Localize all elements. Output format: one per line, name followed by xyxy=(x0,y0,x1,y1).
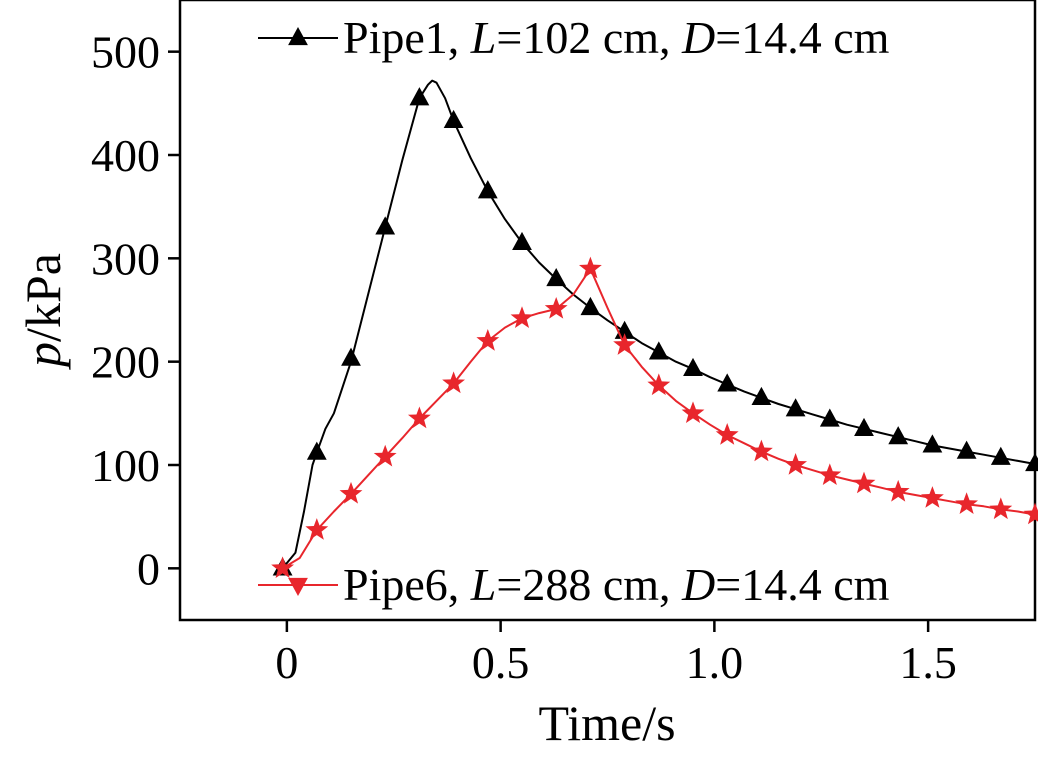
legend-label-part: L xyxy=(470,559,497,610)
y-axis-ticks: 0 100 200 300 400 500 xyxy=(91,27,180,594)
data-point-star xyxy=(715,423,739,445)
data-point-triangle xyxy=(888,426,909,445)
data-point-star xyxy=(373,444,397,467)
legend-label-part: Pipe1, xyxy=(343,12,471,63)
data-point-star xyxy=(305,518,329,540)
legend-label-part: =14.4 cm xyxy=(715,559,889,610)
data-point-star xyxy=(510,306,534,328)
y-axis-title-italic: p xyxy=(15,342,71,370)
data-point-star xyxy=(1023,502,1038,525)
data-point-star xyxy=(407,406,431,429)
legend-label-part: Pipe6, xyxy=(343,559,471,610)
data-point-triangle xyxy=(580,296,601,316)
plot-frame xyxy=(178,0,1037,622)
legend-label-part: =288 cm, xyxy=(496,559,682,610)
y-tick-label: 100 xyxy=(91,440,160,491)
data-point-star xyxy=(544,296,568,319)
data-point-triangle xyxy=(854,417,874,436)
data-point-triangle xyxy=(922,434,943,453)
x-tick-label: 1.5 xyxy=(899,637,957,688)
data-point-star xyxy=(920,486,944,508)
y-axis-title: p/kPa xyxy=(15,253,71,370)
data-point-star xyxy=(578,256,602,279)
data-point-star xyxy=(749,439,773,462)
data-point-star xyxy=(271,556,295,579)
data-point-star xyxy=(989,497,1013,520)
x-tick-label: 0.5 xyxy=(472,637,530,688)
y-tick-label: 300 xyxy=(91,233,160,284)
legend-label-part: D xyxy=(681,12,715,63)
data-point-star xyxy=(886,479,910,502)
legend-label-part: L xyxy=(470,12,497,63)
data-point-triangle xyxy=(375,216,396,235)
legend-marker-icon xyxy=(288,27,308,46)
data-point-triangle xyxy=(443,109,464,129)
data-point-star xyxy=(647,373,671,396)
y-axis-title-unit: /kPa xyxy=(15,253,71,342)
legend-label-part: =102 cm, xyxy=(496,12,682,63)
data-point-triangle xyxy=(717,373,738,392)
y-tick-label: 0 xyxy=(137,543,160,594)
data-point-triangle xyxy=(341,347,361,366)
data-point-triangle xyxy=(546,268,567,287)
data-point-triangle xyxy=(819,408,840,427)
series-layer xyxy=(271,79,1038,579)
data-point-star xyxy=(442,371,466,394)
series-line xyxy=(282,267,1036,570)
data-point-triangle xyxy=(990,446,1011,465)
data-point-star xyxy=(955,492,979,514)
data-point-triangle xyxy=(477,180,498,199)
x-tick-label: 0 xyxy=(275,637,298,688)
data-point-triangle xyxy=(409,87,430,106)
legend-label-part: =14.4 cm xyxy=(715,12,889,63)
data-point-triangle xyxy=(306,441,327,460)
data-point-star xyxy=(852,471,876,494)
series-1 xyxy=(272,79,1038,576)
y-tick-label: 500 xyxy=(91,27,160,78)
data-point-triangle xyxy=(785,398,806,417)
data-point-triangle xyxy=(648,341,669,360)
data-point-star xyxy=(476,329,500,351)
series-2 xyxy=(271,256,1038,579)
x-axis-title: Time/s xyxy=(538,695,675,751)
data-point-star xyxy=(818,463,842,486)
data-point-triangle xyxy=(683,357,703,377)
y-tick-label: 200 xyxy=(91,337,160,388)
x-tick-label: 1.0 xyxy=(686,637,744,688)
legend-label: Pipe6, L=288 cm, D=14.4 cm xyxy=(343,559,890,610)
legend-item-1: Pipe1, L=102 cm, D=14.4 cm xyxy=(258,12,890,63)
data-point-triangle xyxy=(1025,452,1038,472)
legend-item-2: Pipe6, L=288 cm, D=14.4 cm xyxy=(258,559,890,610)
data-point-star xyxy=(613,333,637,355)
data-point-star xyxy=(681,401,705,424)
legend-label: Pipe1, L=102 cm, D=14.4 cm xyxy=(343,12,890,63)
series-line xyxy=(281,79,1036,569)
data-point-triangle xyxy=(956,440,977,459)
y-tick-label: 400 xyxy=(91,130,160,181)
data-point-star xyxy=(784,453,808,475)
data-point-star xyxy=(339,481,363,504)
legend-marker-icon xyxy=(288,577,308,596)
data-point-triangle xyxy=(512,231,532,250)
data-point-triangle xyxy=(751,386,772,405)
x-axis-ticks: 0 0.5 1.0 1.5 xyxy=(275,620,957,688)
legend-label-part: D xyxy=(681,559,715,610)
